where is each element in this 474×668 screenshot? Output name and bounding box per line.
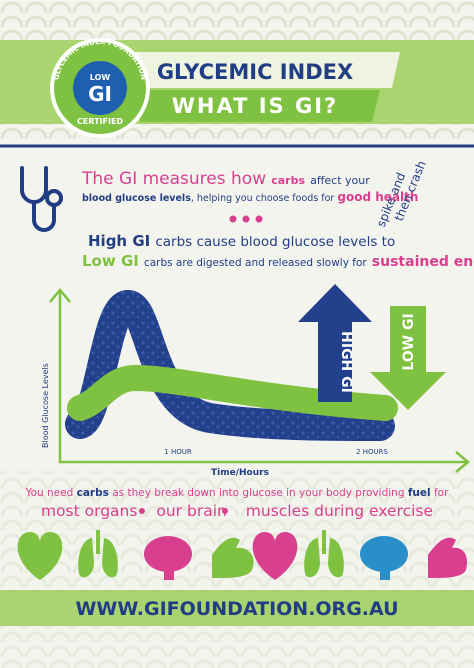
separator: [229, 215, 263, 223]
high-rest: carbs cause blood glucose levels to: [155, 234, 395, 250]
intro-lead: The GI measures how: [81, 169, 266, 189]
intro-helping: , helping you choose foods for: [191, 193, 335, 204]
need-carbs: carbs: [77, 487, 109, 499]
intro-good: good health: [337, 190, 418, 204]
use: our brain: [156, 502, 226, 520]
intro-levels: blood glucose levels: [82, 193, 191, 204]
need-end: for: [434, 487, 449, 499]
x-axis-label: Time/Hours: [211, 468, 269, 478]
need-line: You need carbs as they break down into g…: [25, 487, 450, 499]
intro-carbs: carbs: [271, 174, 305, 187]
badge-gi: GI: [88, 82, 112, 106]
use: muscles during exercise: [246, 502, 433, 520]
subtitle: WHAT IS GI?: [172, 94, 338, 118]
high-arrow-label: HIGH GI: [338, 331, 354, 393]
badge-inner: [73, 61, 127, 115]
footer-band: [0, 590, 474, 626]
stethoscope-icon: [20, 166, 63, 232]
footer-url: WWW.GIFOUNDATION.ORG.AU: [75, 598, 398, 620]
y-axis-label: Blood Glucose Levels: [41, 363, 50, 448]
high-term: High GI: [88, 232, 150, 250]
high-gi-curve: [65, 289, 395, 441]
need-mid: as they break down into glucose in your …: [112, 487, 404, 499]
intro-line-2: blood glucose levels, helping you choose…: [82, 190, 418, 204]
low-rest: carbs are digested and released slowly f…: [144, 257, 367, 269]
low-gi-curve: [67, 364, 398, 421]
title-ribbon: [120, 52, 400, 88]
hour-2: 2 HOURS: [356, 448, 388, 456]
low-arrow-label: LOW GI: [401, 313, 417, 370]
high-line: High GI carbs cause blood glucose levels…: [88, 231, 395, 250]
title: GLYCEMIC INDEX: [157, 60, 353, 84]
low-energy: sustained energy: [372, 254, 474, 270]
need-fuel: fuel: [408, 487, 431, 499]
badge-low: LOW: [90, 73, 111, 82]
low-line: Low GI carbs are digested and released s…: [82, 251, 474, 270]
use: most organs: [41, 502, 137, 520]
low-term: Low GI: [82, 252, 139, 270]
subtitle-ribbon: [140, 90, 380, 122]
badge-certified: CERTIFIED: [77, 117, 123, 126]
axes: [49, 288, 470, 473]
bullets: [139, 508, 228, 514]
high-arrow: [298, 284, 372, 402]
intro-affect: affect your: [310, 174, 370, 187]
low-arrow: [370, 306, 446, 410]
uses-line: most organs our brain muscles during exe…: [41, 502, 433, 520]
need-lead: You need: [25, 487, 74, 499]
hour-1: 1 HOUR: [164, 448, 192, 456]
icons: [17, 530, 468, 580]
intro-line-1: The GI measures how carbs affect your: [81, 169, 370, 189]
